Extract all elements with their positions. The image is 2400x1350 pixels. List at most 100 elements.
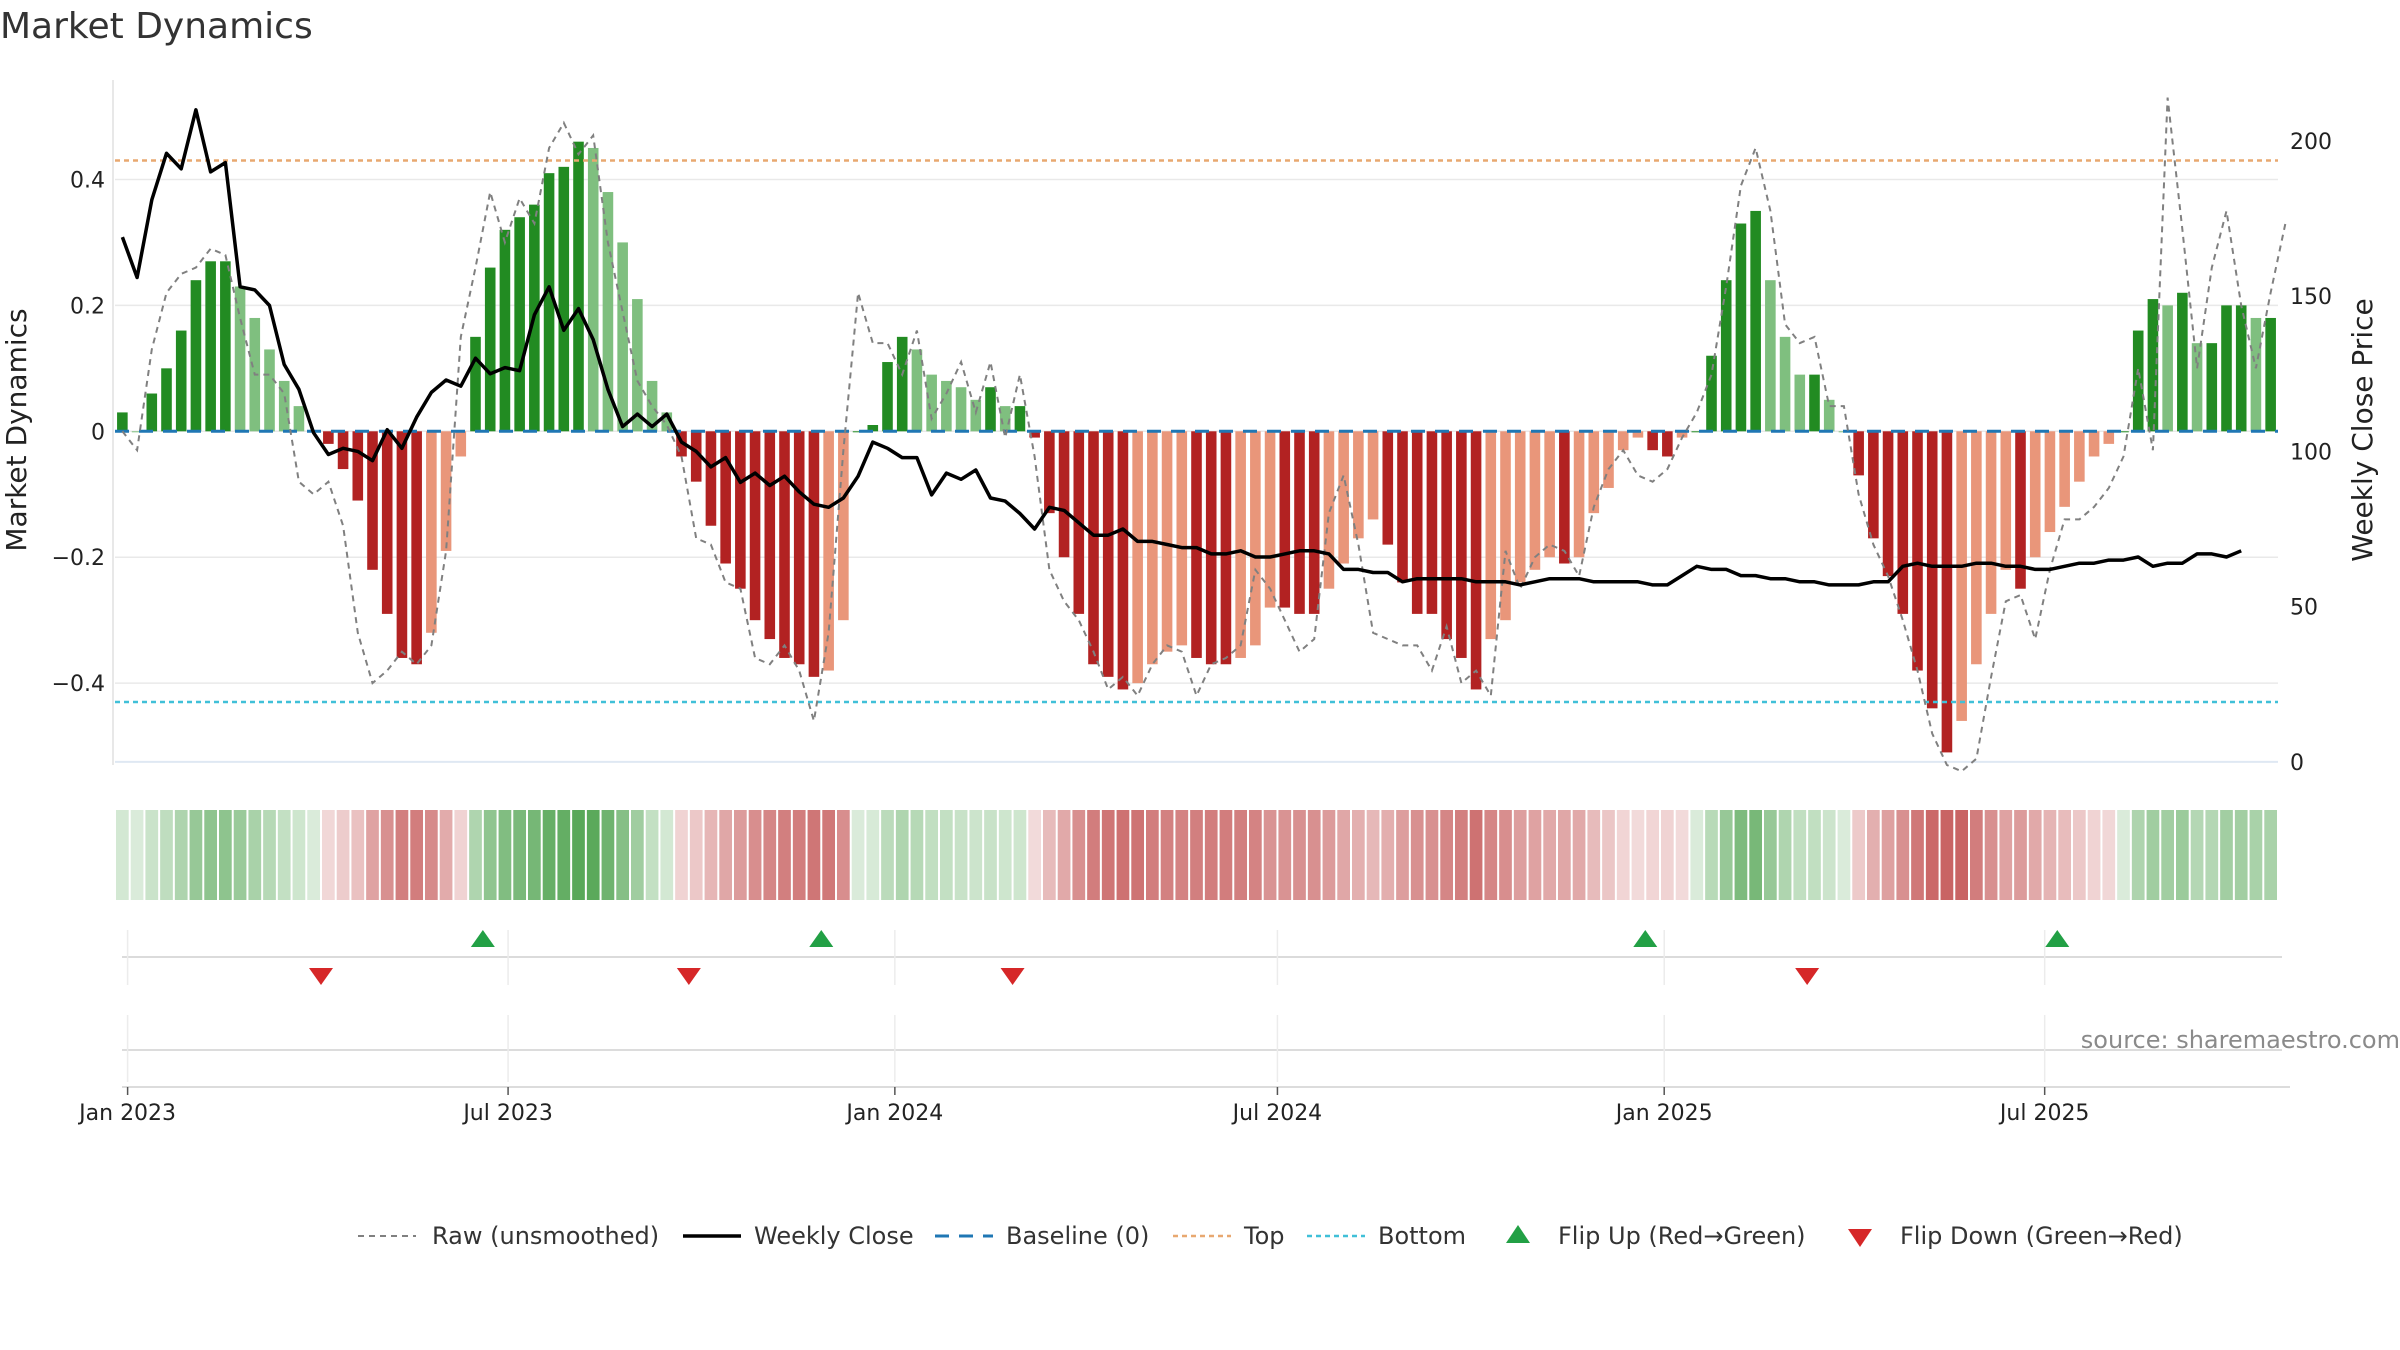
heat-strip-cell	[2234, 810, 2248, 900]
flip-down-marker	[676, 968, 701, 985]
heat-strip-cell	[1219, 810, 1233, 900]
heat-strip-cell	[1057, 810, 1071, 900]
momentum-bar	[1735, 223, 1747, 432]
heat-strip-cell	[1455, 810, 1468, 900]
flip-up-marker	[470, 930, 495, 947]
y-axis-label: Market Dynamics	[0, 308, 33, 551]
momentum-bar	[455, 431, 467, 457]
heat-strip-cell	[778, 810, 791, 900]
heat-strip-cell	[1425, 810, 1439, 900]
momentum-bar	[1220, 431, 1232, 665]
legend-item-close: Weekly Close	[683, 1222, 914, 1250]
heat-strip-cell	[1749, 810, 1762, 900]
momentum-bar	[1603, 431, 1614, 488]
heat-strip-cell	[366, 810, 379, 900]
heat-strip-cell	[2028, 810, 2042, 900]
momentum-bar	[293, 406, 305, 432]
legend-item-top: Top	[1173, 1222, 1285, 1250]
momentum-bar	[867, 425, 879, 432]
momentum-bar	[440, 431, 452, 551]
momentum-bar	[1205, 431, 1217, 665]
momentum-bar	[838, 431, 849, 621]
heat-strip-cell	[1793, 810, 1807, 900]
y-tick-label: 0	[91, 420, 105, 445]
momentum-bar	[323, 431, 334, 444]
momentum-bar	[1720, 280, 1732, 432]
momentum-bar	[1397, 431, 1408, 583]
momentum-bar	[2118, 431, 2129, 433]
momentum-bar	[1941, 431, 1953, 753]
momentum-bar	[999, 406, 1011, 432]
momentum-bar	[1161, 431, 1173, 652]
heat-strip-cell	[1513, 810, 1527, 900]
weekly-close-line	[120, 108, 2242, 587]
heat-strip-cell	[1381, 810, 1395, 900]
momentum-bar	[1058, 431, 1070, 558]
momentum-bar	[808, 431, 820, 677]
momentum-bar	[1882, 431, 1894, 577]
heat-strip-cell	[1484, 810, 1498, 900]
momentum-bar	[1279, 431, 1291, 608]
heat-strip-cell	[748, 810, 762, 900]
momentum-bar	[764, 431, 776, 640]
heat-strip-cell	[645, 810, 659, 900]
flip-up-marker	[1633, 930, 1658, 947]
momentum-bar	[146, 393, 158, 432]
heat-strip-cell	[1263, 810, 1277, 900]
momentum-bar	[2088, 431, 2100, 457]
momentum-bar	[1912, 431, 1923, 671]
heat-strip-cell	[1867, 810, 1880, 900]
heat-strip-cell	[1440, 810, 1453, 900]
legend-swatch-flip-up	[1506, 1225, 1530, 1243]
momentum-bar	[411, 431, 422, 665]
heat-strip-cell	[1940, 810, 1954, 900]
heat-strip-cell	[219, 810, 232, 900]
heat-strip-cell	[557, 810, 571, 900]
momentum-bar	[749, 431, 761, 621]
momentum-bar	[2103, 431, 2115, 444]
heat-strip-cell	[1410, 810, 1424, 900]
momentum-bar	[705, 431, 717, 526]
momentum-bar	[1456, 431, 1467, 658]
heat-strip-cell	[2176, 810, 2189, 900]
momentum-bar	[1514, 431, 1526, 583]
series-lines	[120, 97, 2287, 773]
heat-strip-cell	[2043, 810, 2057, 900]
momentum-bar	[1264, 431, 1276, 608]
momentum-bar	[543, 173, 555, 432]
heat-strip-cell	[1558, 810, 1571, 900]
heat-strip-cell	[1808, 810, 1821, 900]
momentum-bar	[1750, 210, 1761, 432]
momentum-bar	[823, 431, 834, 671]
heat-strip-cell	[1337, 810, 1350, 900]
heat-strip-cell	[734, 810, 747, 900]
heat-strip-cell	[586, 810, 600, 900]
legend-swatch-flip-down	[1848, 1229, 1872, 1247]
heat-strip-cell	[1852, 810, 1865, 900]
heat-strip-cell	[2131, 810, 2145, 900]
heat-strip-cell	[1822, 810, 1836, 900]
reference-lines	[115, 159, 2278, 704]
grid-lines	[112, 80, 2278, 765]
heat-strip-cell	[910, 810, 924, 900]
momentum-bar	[2074, 431, 2085, 482]
heat-strip-cell	[792, 810, 806, 900]
momentum-bar	[779, 431, 790, 658]
momentum-bar	[2265, 317, 2276, 432]
heat-strip-cell	[145, 810, 159, 900]
heat-strip-cell	[984, 810, 997, 900]
heat-strip-cell	[807, 810, 821, 900]
momentum-bar	[1470, 431, 1482, 690]
momentum-bar	[1102, 431, 1114, 677]
heat-strip-cell	[2146, 810, 2160, 900]
heat-strip-cell	[1278, 810, 1292, 900]
momentum-bar	[558, 166, 570, 432]
y2-tick-label: 100	[2290, 440, 2332, 465]
heat-strip-cell	[925, 810, 938, 900]
legend-item-bottom: Bottom	[1307, 1222, 1466, 1250]
legend-label-flip-up: Flip Up (Red→Green)	[1558, 1222, 1806, 1250]
momentum-bar	[2000, 431, 2012, 570]
legend-item-flip-up: Flip Up (Red→Green)	[1506, 1222, 1806, 1250]
x-tick-label: Jan 2024	[844, 1101, 943, 1126]
